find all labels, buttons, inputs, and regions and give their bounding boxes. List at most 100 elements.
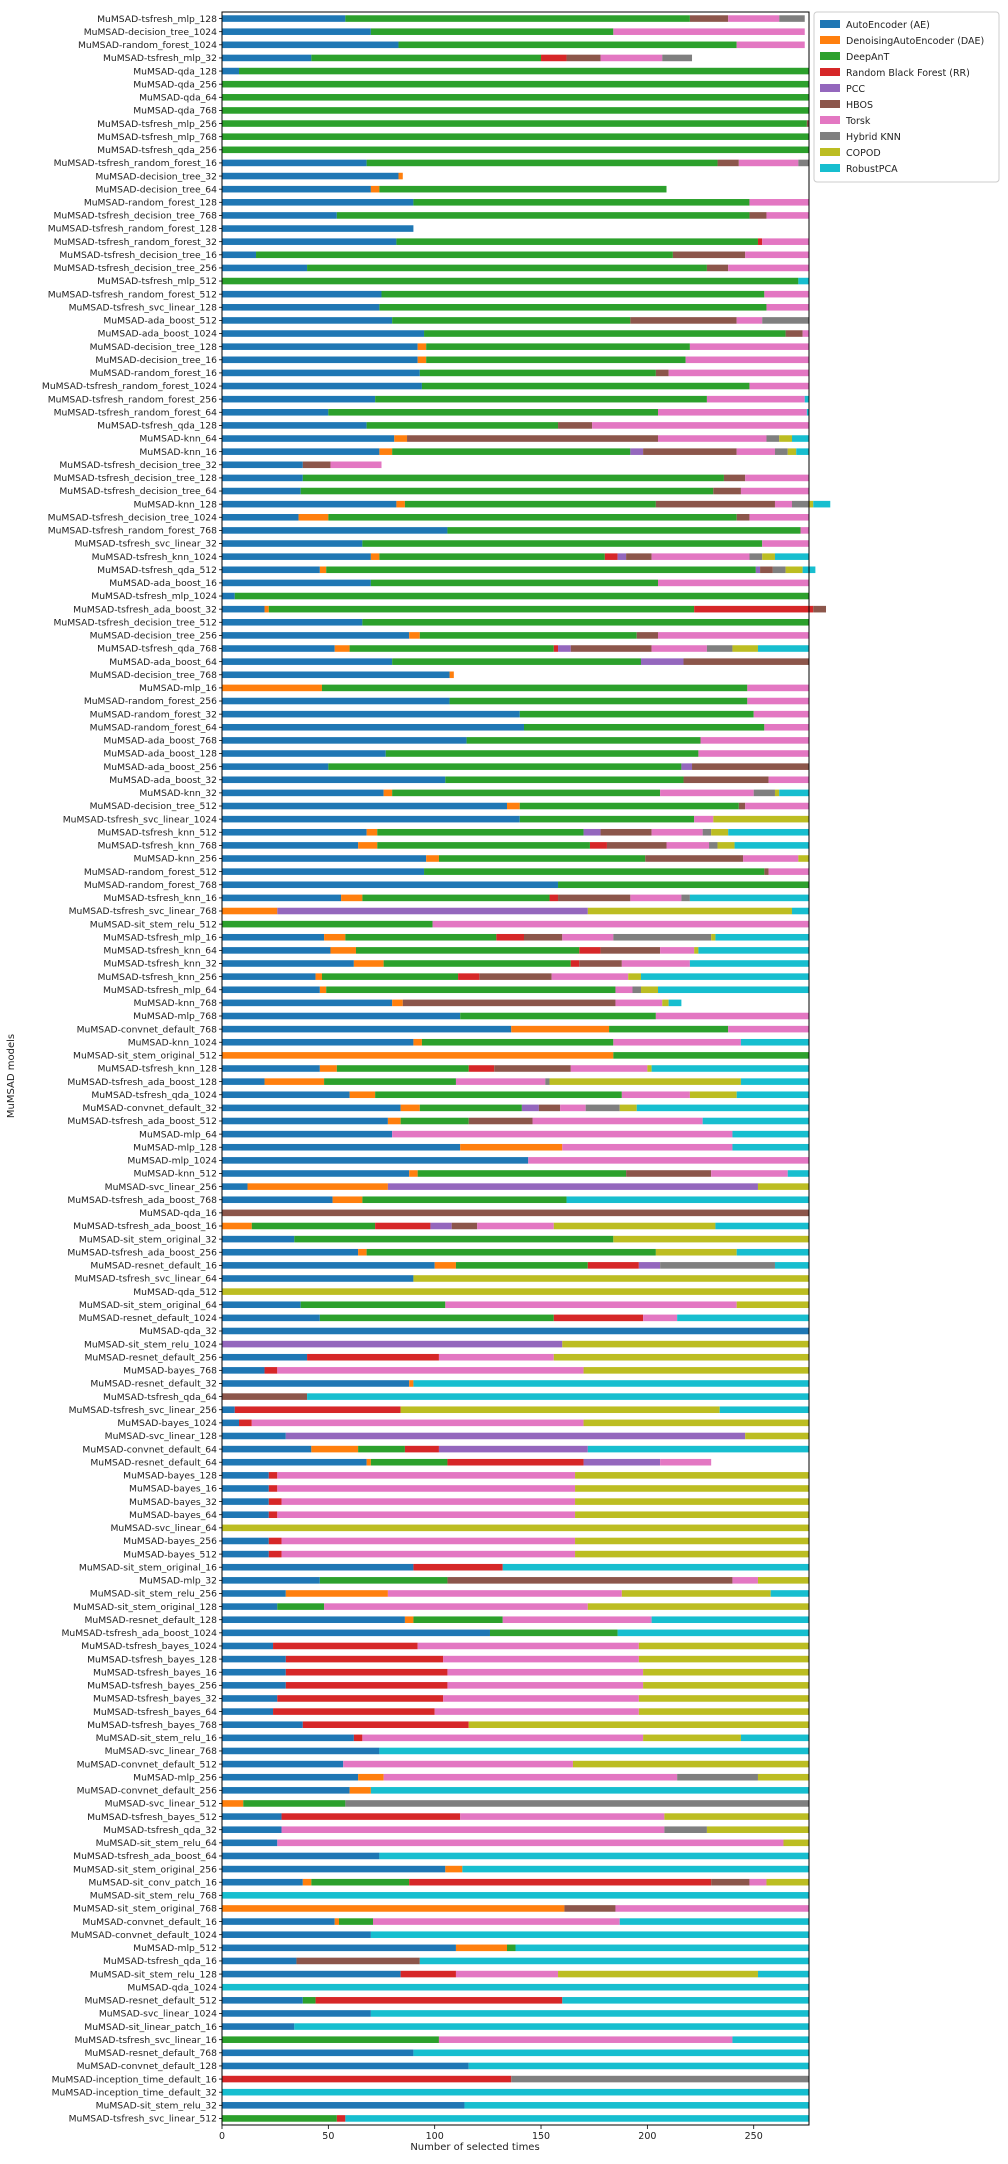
bar-segment bbox=[222, 789, 384, 797]
bar-segment bbox=[268, 1485, 278, 1492]
bar-segment bbox=[222, 1130, 393, 1138]
bar-segment bbox=[713, 815, 809, 823]
bar-segment bbox=[430, 1222, 452, 1230]
y-tick-label: MuMSAD-tsfresh_decision_tree_16 bbox=[59, 250, 217, 261]
bar-segment bbox=[222, 907, 278, 915]
y-tick-label: MuMSAD-knn_128 bbox=[134, 499, 218, 510]
y-tick-label: MuMSAD-knn_768 bbox=[134, 998, 218, 1009]
y-tick-label: MuMSAD-decision_tree_512 bbox=[90, 801, 217, 812]
x-tick-label: 150 bbox=[532, 2131, 550, 2142]
bar-segment bbox=[766, 1878, 809, 1886]
y-tick-label: MuMSAD-tsfresh_knn_64 bbox=[103, 946, 217, 957]
y-tick-label: MuMSAD-tsfresh_ada_boost_768 bbox=[67, 1195, 217, 1206]
bar-segment bbox=[636, 632, 658, 639]
bar-segment bbox=[694, 815, 714, 823]
bar-segment bbox=[638, 1262, 661, 1269]
y-tick-label: MuMSAD-convnet_default_256 bbox=[77, 1786, 218, 1797]
bar-segment bbox=[222, 1537, 269, 1545]
bar-segment bbox=[222, 1314, 320, 1322]
bar-segment bbox=[222, 304, 380, 311]
bar-segment bbox=[392, 1130, 733, 1138]
bar-segment bbox=[600, 828, 652, 836]
y-tick-label: MuMSAD-bayes_128 bbox=[123, 1471, 217, 1482]
bar-segment bbox=[319, 566, 327, 574]
bar-segment bbox=[222, 487, 301, 495]
y-tick-label: MuMSAD-sit_stem_relu_16 bbox=[96, 1733, 218, 1744]
y-tick-label: MuMSAD-tsfresh_bayes_128 bbox=[87, 1654, 217, 1665]
y-tick-label: MuMSAD-knn_1024 bbox=[128, 1037, 217, 1048]
y-tick-label: MuMSAD-tsfresh_random_forest_768 bbox=[48, 526, 217, 537]
bar-segment bbox=[377, 842, 590, 849]
bar-segment bbox=[268, 1550, 282, 1558]
bar-segment bbox=[651, 645, 707, 652]
bar-segment bbox=[222, 1944, 456, 1952]
bar-segment bbox=[383, 789, 393, 797]
y-tick-label: MuMSAD-tsfresh_random_forest_512 bbox=[48, 289, 217, 300]
bar-segment bbox=[677, 1314, 809, 1322]
bar-segment bbox=[222, 435, 395, 442]
bar-segment bbox=[222, 369, 420, 377]
bar-segment bbox=[728, 1025, 809, 1033]
bar-segment bbox=[736, 1248, 809, 1256]
y-tick-label: MuMSAD-tsfresh_random_forest_32 bbox=[54, 237, 217, 248]
bar-segment bbox=[783, 1839, 809, 1847]
bar-segment bbox=[222, 1931, 371, 1938]
bar-segment bbox=[381, 290, 765, 298]
y-tick-label: MuMSAD-svc_linear_128 bbox=[105, 1431, 217, 1442]
y-tick-label: MuMSAD-mlp_128 bbox=[133, 1142, 217, 1153]
bar-segment bbox=[757, 645, 809, 652]
bar-segment bbox=[615, 1905, 809, 1912]
bar-segment bbox=[660, 1262, 775, 1269]
y-tick-label: MuMSAD-bayes_1024 bbox=[117, 1418, 217, 1429]
y-tick-label: MuMSAD-random_forest_512 bbox=[84, 867, 217, 878]
bar-segment bbox=[734, 842, 809, 849]
y-tick-label: MuMSAD-random_forest_32 bbox=[90, 709, 217, 720]
bar-segment bbox=[638, 1708, 809, 1715]
bar-segment bbox=[222, 251, 257, 259]
bar-segment bbox=[413, 199, 750, 206]
bar-segment bbox=[268, 1472, 278, 1479]
y-tick-label: MuMSAD-tsfresh_decision_tree_32 bbox=[59, 460, 217, 471]
y-tick-label: MuMSAD-ada_boost_128 bbox=[103, 749, 217, 760]
bar-segment bbox=[655, 1248, 737, 1256]
bar-segment bbox=[762, 540, 809, 547]
bar-segment bbox=[311, 1445, 359, 1453]
bar-segment bbox=[222, 1629, 490, 1637]
bar-segment bbox=[692, 763, 809, 770]
bar-segment bbox=[336, 1065, 469, 1072]
bar-segment bbox=[779, 15, 805, 22]
bar-segment bbox=[443, 1655, 639, 1663]
bar-segment bbox=[736, 514, 750, 521]
bar-segment bbox=[528, 1157, 809, 1164]
bar-segment bbox=[455, 1078, 546, 1085]
bar-segment bbox=[222, 1892, 809, 1899]
bar-segment bbox=[689, 960, 809, 967]
legend-box bbox=[813, 11, 1000, 183]
bar-segment bbox=[600, 947, 661, 954]
y-tick-label: MuMSAD-decision_tree_128 bbox=[90, 342, 218, 353]
bar-segment bbox=[713, 487, 741, 495]
bar-segment bbox=[319, 986, 327, 994]
bar-segment bbox=[407, 435, 658, 442]
bar-segment bbox=[413, 2049, 809, 2057]
bars-layer bbox=[222, 15, 831, 2122]
bar-segment bbox=[553, 1222, 716, 1230]
bar-segment bbox=[743, 855, 799, 862]
bar-segment bbox=[222, 54, 312, 62]
bar-segment bbox=[222, 828, 367, 836]
bar-segment bbox=[562, 1143, 733, 1151]
bar-segment bbox=[798, 855, 809, 862]
bar-segment bbox=[277, 1695, 444, 1702]
bar-segment bbox=[222, 1052, 614, 1059]
bar-segment bbox=[694, 947, 699, 954]
bar-segment bbox=[409, 1380, 414, 1387]
bar-segment bbox=[370, 553, 380, 560]
bar-segment bbox=[222, 881, 559, 889]
bar-segment bbox=[787, 1170, 809, 1177]
bar-segment bbox=[281, 1813, 461, 1820]
y-tick-label: MuMSAD-tsfresh_decision_tree_768 bbox=[54, 211, 218, 222]
bar-segment bbox=[538, 1104, 561, 1112]
y-tick-label: MuMSAD-decision_tree_768 bbox=[90, 670, 218, 681]
y-tick-label: MuMSAD-tsfresh_ada_boost_256 bbox=[67, 1247, 217, 1258]
bar-segment bbox=[404, 1616, 414, 1623]
